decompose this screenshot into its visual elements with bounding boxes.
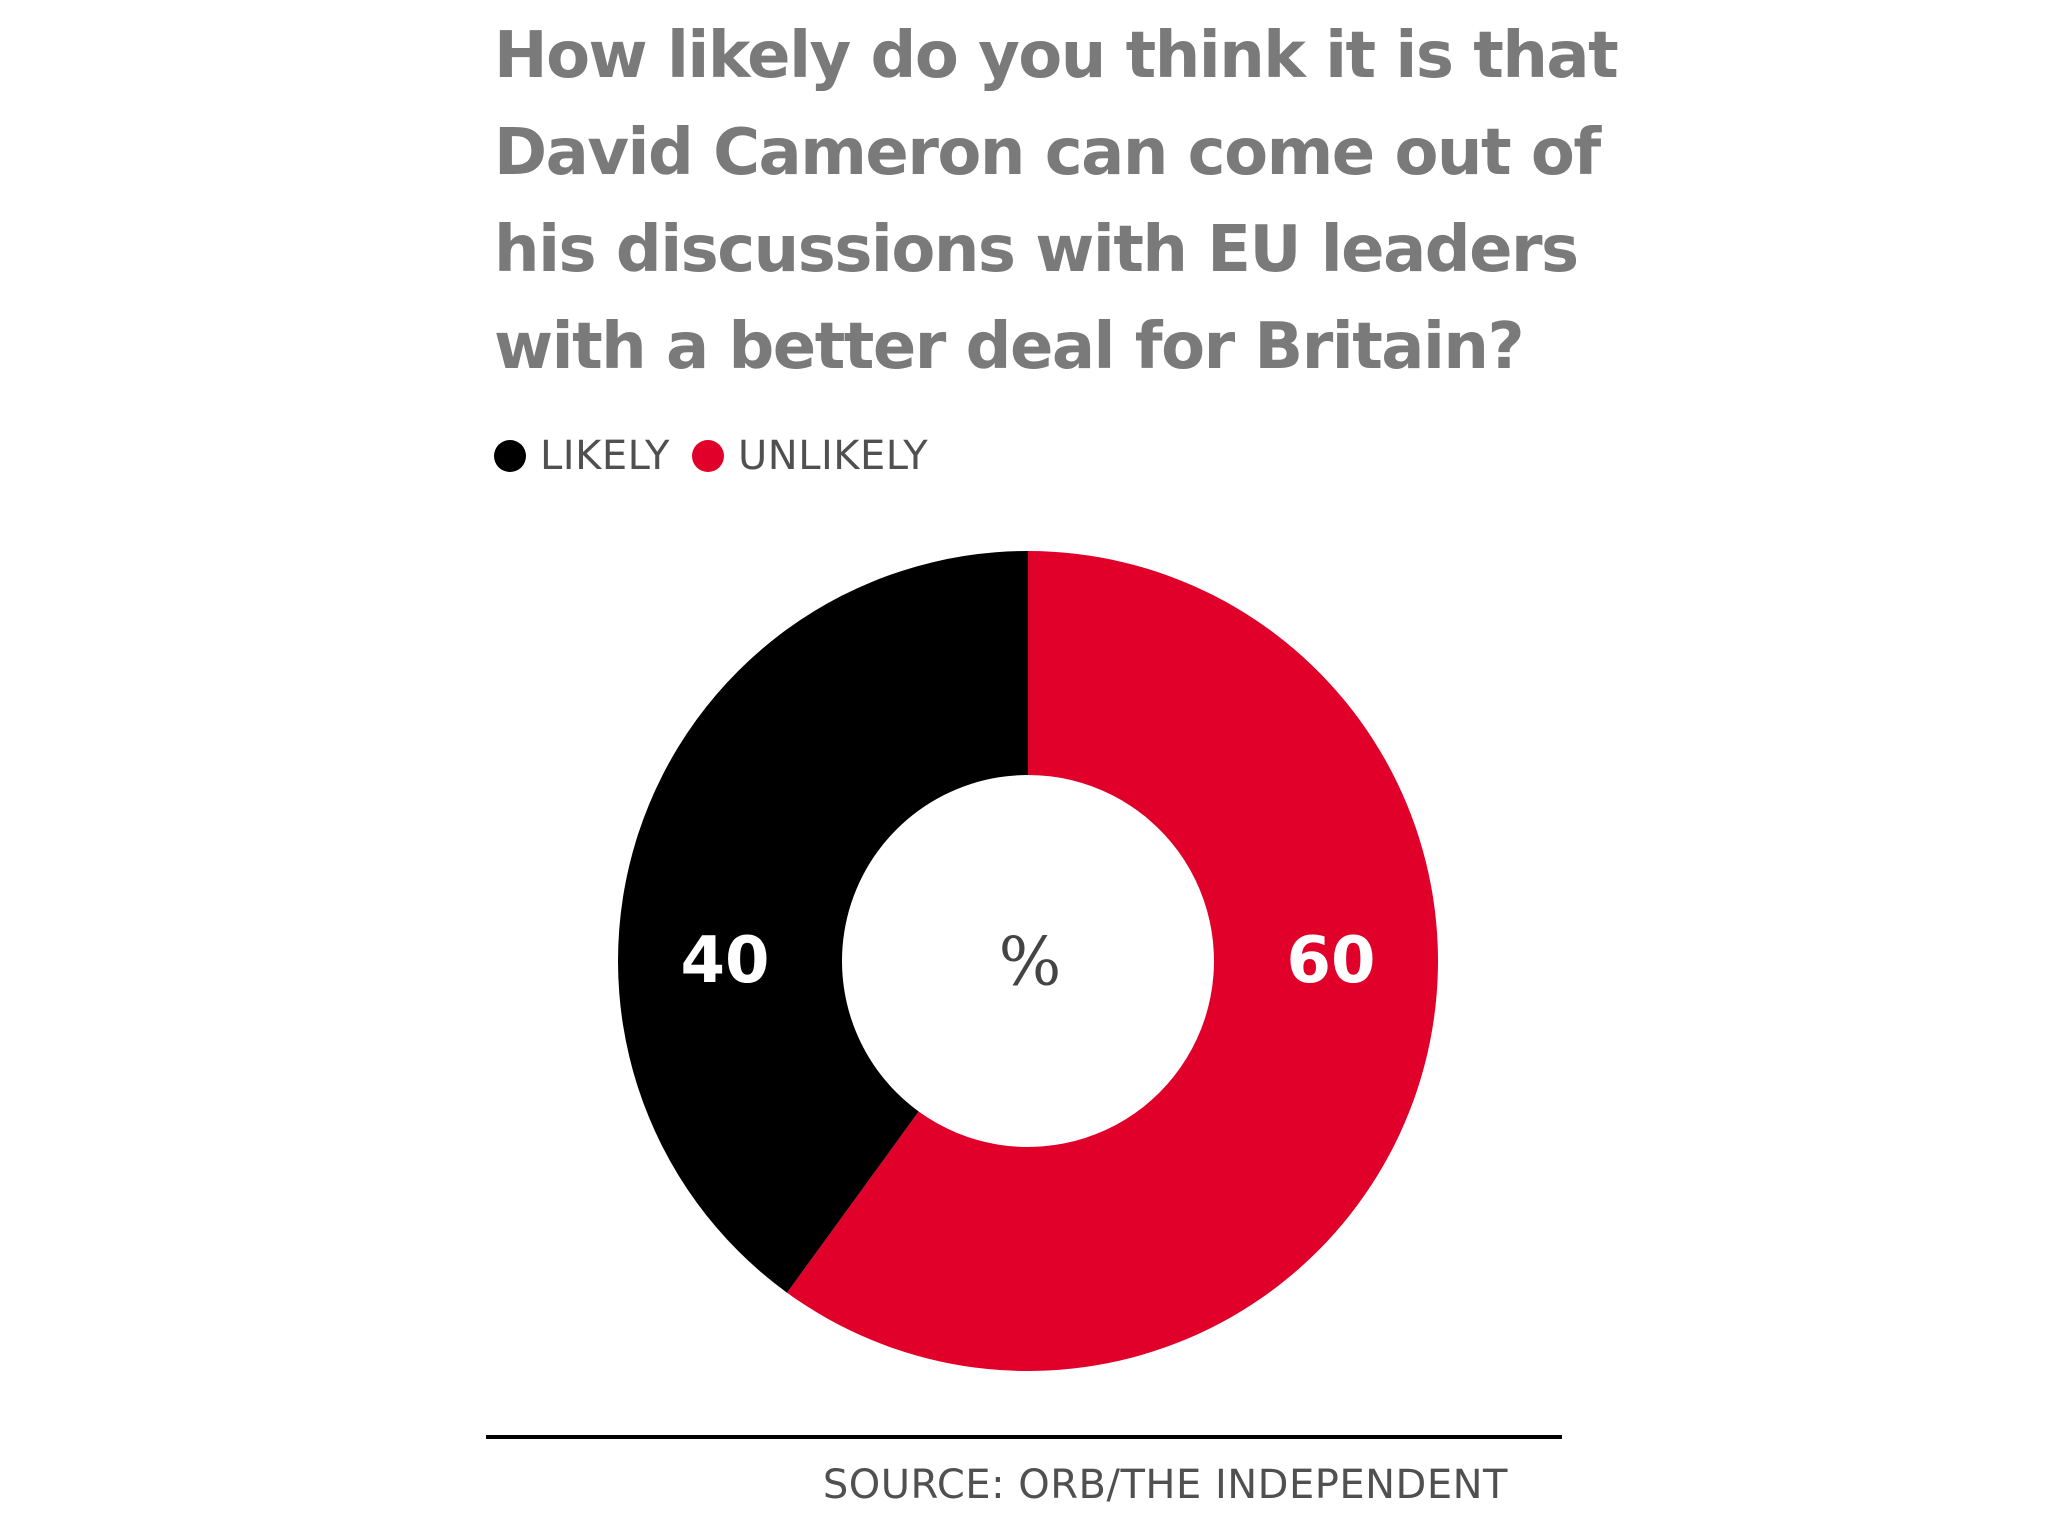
legend-label-unlikely: UNLIKELY [738,433,929,479]
data-label-likely: 40 [680,924,769,998]
donut-slices [618,551,1438,1371]
footer-divider [486,1435,1562,1439]
donut-data-labels: 40 60 [680,924,1375,998]
donut-center-unit: % [999,924,1062,1001]
chart-title-line: with a better deal for Britain? [494,310,1525,384]
chart-title-line: his discussions with EU leaders [494,213,1579,287]
donut-slice-unlikely [787,551,1438,1371]
legend-dot-unlikely [692,440,724,472]
chart-title-line: David Cameron can come out of [494,116,1601,190]
legend-dot-likely [494,440,526,472]
legend-item-unlikely: UNLIKELY [692,433,928,479]
chart-title: How likely do you think it is that David… [494,8,1619,396]
chart-legend: LIKELY UNLIKELY [494,430,950,482]
donut-chart: 40 60 % [618,551,1438,1371]
source-note: SOURCE: ORB/THE INDEPENDENT [822,1462,1508,1508]
chart-title-line: How likely do you think it is that [494,19,1619,93]
donut-slice-likely [618,551,1028,1293]
data-label-unlikely: 60 [1286,924,1375,998]
legend-label-likely: LIKELY [540,433,670,479]
legend-item-likely: LIKELY [494,433,670,479]
